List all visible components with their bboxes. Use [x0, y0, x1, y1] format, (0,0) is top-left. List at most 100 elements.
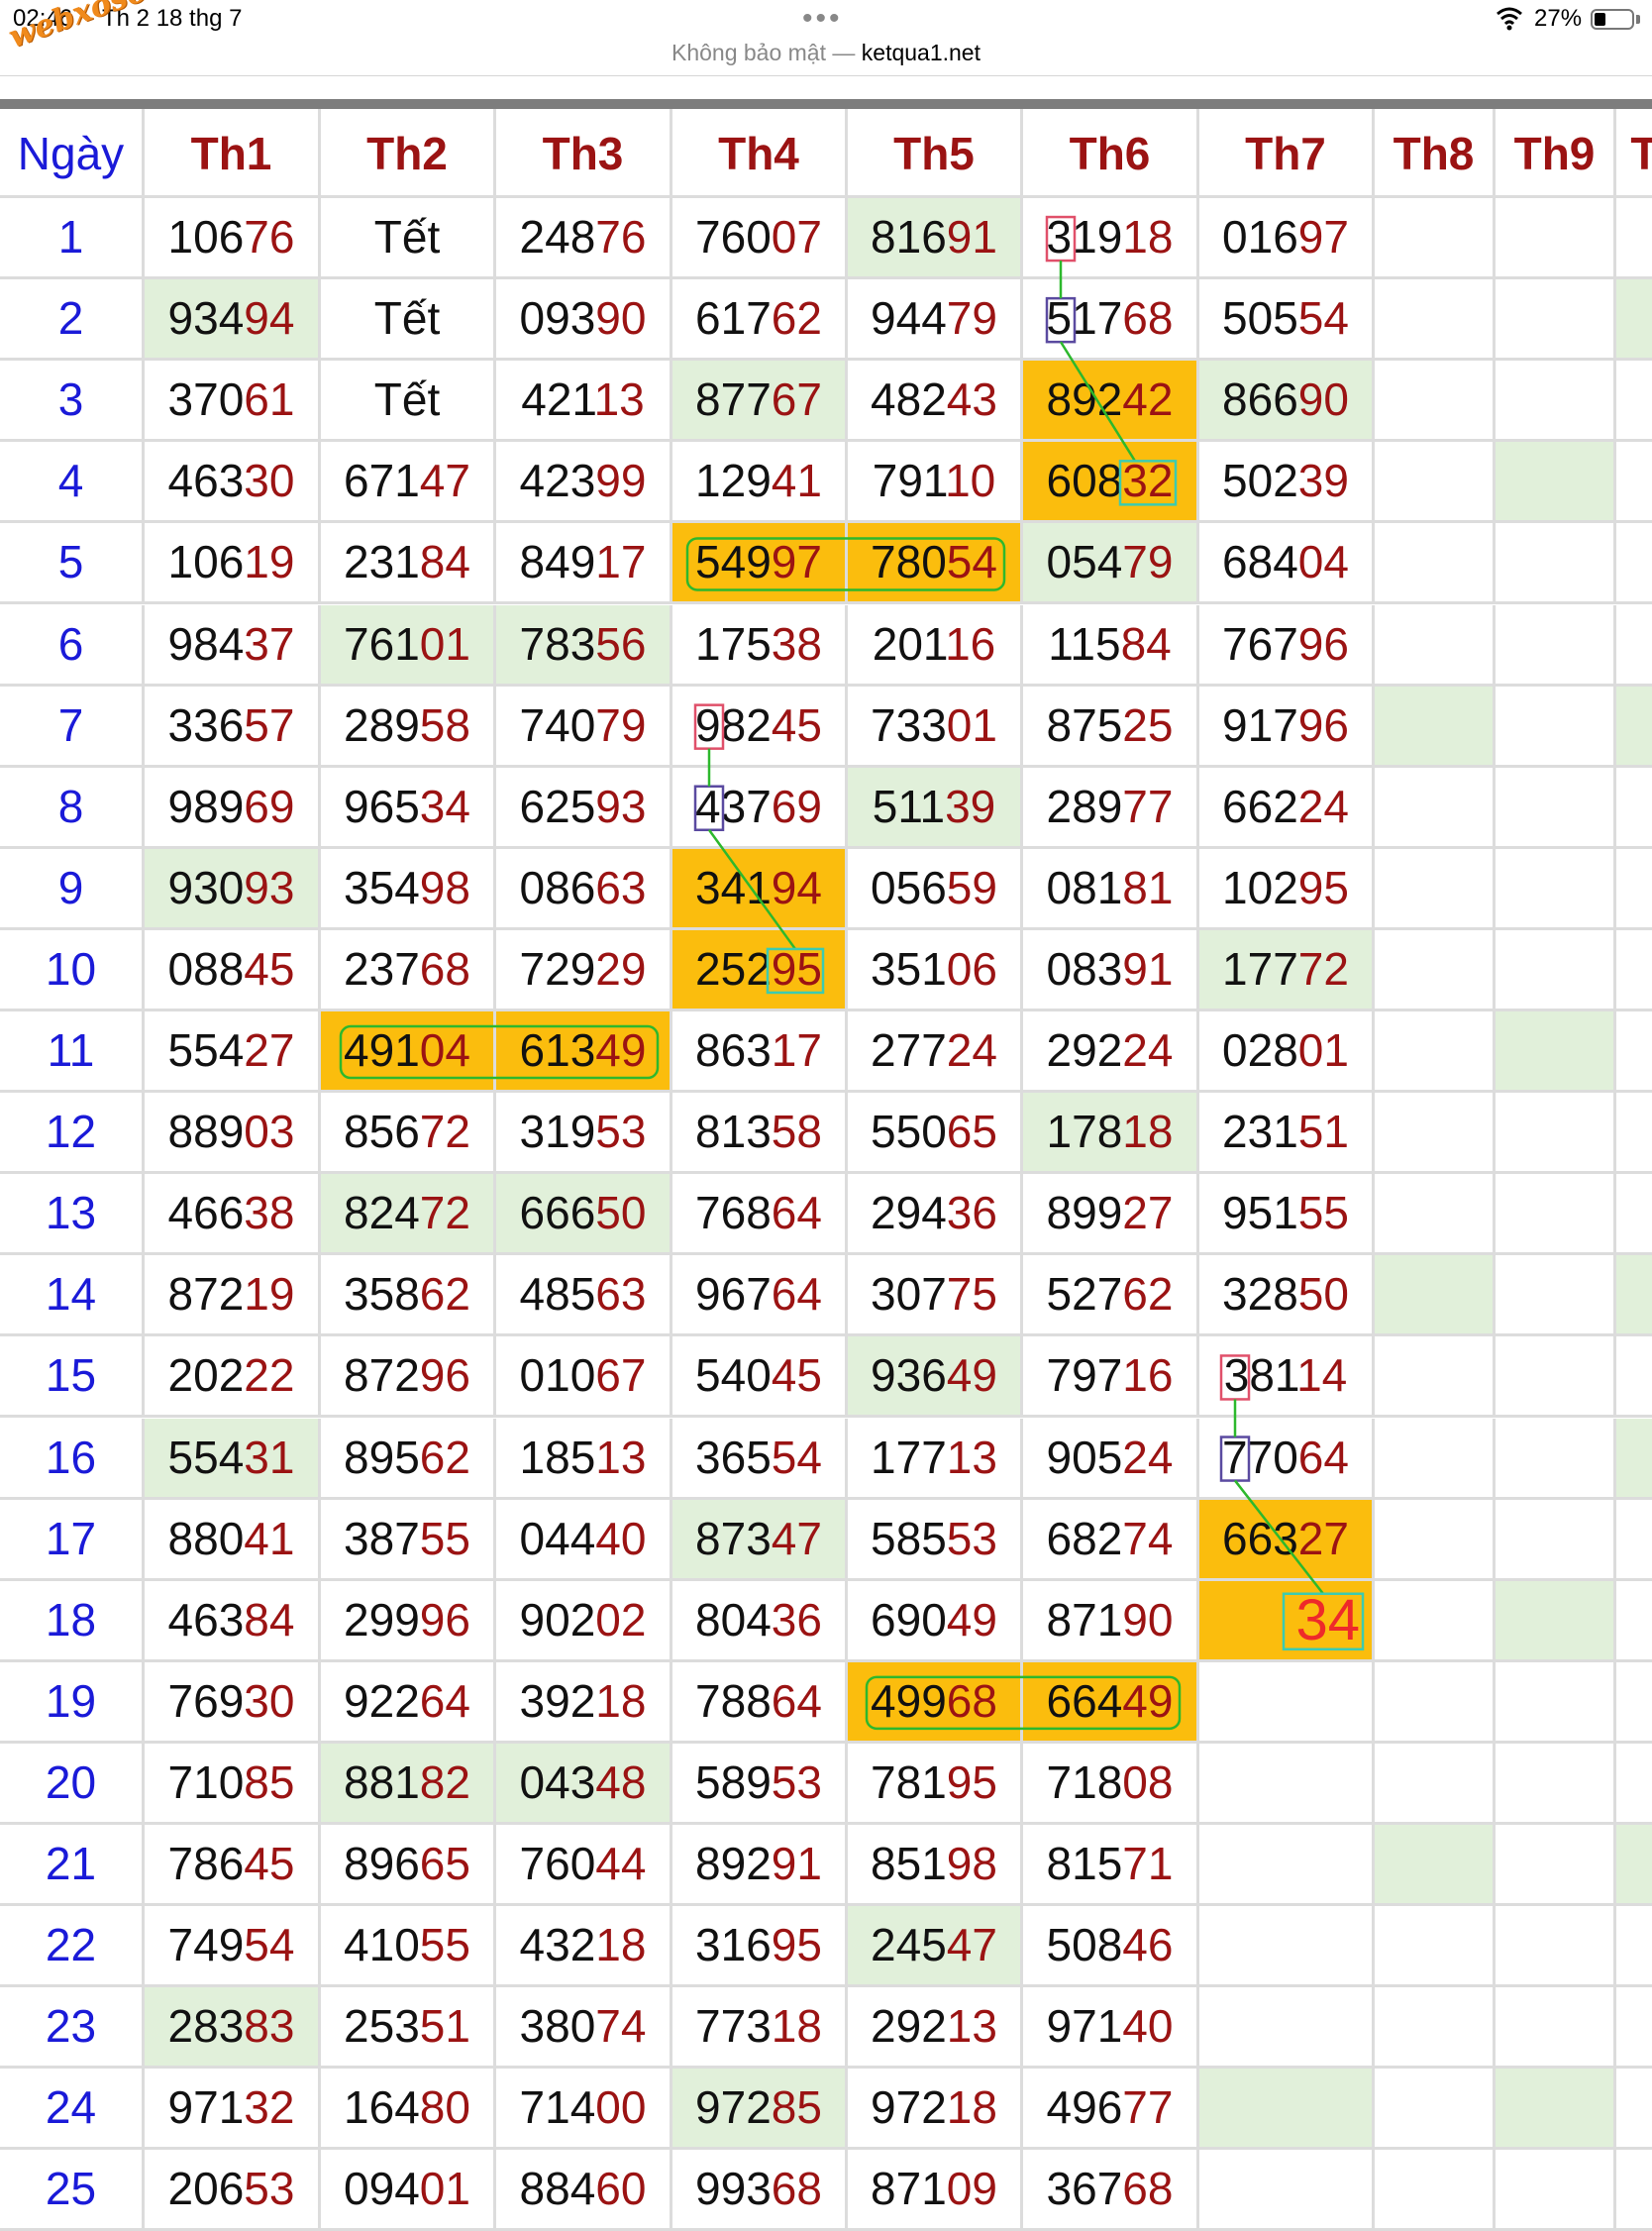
- result-cell[interactable]: 88460: [496, 2150, 672, 2231]
- result-cell[interactable]: 42399: [496, 442, 672, 524]
- result-cell[interactable]: 34: [1199, 1580, 1375, 1662]
- result-cell[interactable]: 48563: [496, 1255, 672, 1337]
- result-cell[interactable]: [1496, 1336, 1616, 1419]
- result-cell[interactable]: [1375, 1743, 1496, 1825]
- day-cell[interactable]: 24: [0, 2069, 145, 2151]
- day-cell[interactable]: 1: [0, 198, 145, 280]
- day-cell[interactable]: 22: [0, 1906, 145, 1988]
- day-cell[interactable]: 7: [0, 686, 145, 768]
- result-cell[interactable]: 93093: [145, 848, 321, 930]
- result-cell[interactable]: 89562: [321, 1418, 496, 1500]
- result-cell[interactable]: 71085: [145, 1743, 321, 1825]
- result-cell[interactable]: [1375, 1499, 1496, 1581]
- result-cell[interactable]: 38114: [1199, 1336, 1375, 1419]
- result-cell[interactable]: 78054: [848, 523, 1023, 605]
- result-cell[interactable]: 23184: [321, 523, 496, 605]
- result-cell[interactable]: 61762: [672, 279, 848, 362]
- result-cell[interactable]: 35498: [321, 848, 496, 930]
- result-cell[interactable]: [1616, 1255, 1652, 1337]
- result-cell[interactable]: [1375, 1418, 1496, 1500]
- day-cell[interactable]: 18: [0, 1580, 145, 1662]
- result-cell[interactable]: 17772: [1199, 929, 1375, 1011]
- day-cell[interactable]: 12: [0, 1093, 145, 1175]
- result-cell[interactable]: 24547: [848, 1906, 1023, 1988]
- result-cell[interactable]: [1616, 768, 1652, 849]
- result-cell[interactable]: 66327: [1199, 1499, 1375, 1581]
- result-cell[interactable]: [1375, 1987, 1496, 2070]
- result-cell[interactable]: [1616, 442, 1652, 524]
- day-cell[interactable]: 23: [0, 1987, 145, 2070]
- result-cell[interactable]: Tết: [321, 198, 496, 280]
- day-cell[interactable]: 6: [0, 604, 145, 687]
- result-cell[interactable]: 20653: [145, 2150, 321, 2231]
- result-cell[interactable]: 52762: [1023, 1255, 1199, 1337]
- result-cell[interactable]: 17818: [1023, 1093, 1199, 1175]
- result-cell[interactable]: 78864: [672, 1661, 848, 1744]
- result-cell[interactable]: [1616, 849, 1652, 930]
- result-cell[interactable]: 96534: [321, 767, 496, 849]
- result-cell[interactable]: [1616, 2069, 1652, 2151]
- result-cell[interactable]: 78645: [145, 1825, 321, 1907]
- result-cell[interactable]: 81358: [672, 1093, 848, 1175]
- result-cell[interactable]: [1616, 279, 1652, 362]
- result-cell[interactable]: [1496, 686, 1616, 768]
- result-cell[interactable]: 97132: [145, 2069, 321, 2151]
- result-cell[interactable]: 50554: [1199, 279, 1375, 362]
- result-cell[interactable]: [1199, 1743, 1375, 1825]
- result-cell[interactable]: 32850: [1199, 1255, 1375, 1337]
- day-cell[interactable]: 16: [0, 1418, 145, 1500]
- result-cell[interactable]: [1375, 361, 1496, 443]
- result-cell[interactable]: [1199, 1661, 1375, 1744]
- result-cell[interactable]: 91796: [1199, 686, 1375, 768]
- day-cell[interactable]: 25: [0, 2150, 145, 2231]
- result-cell[interactable]: 62593: [496, 767, 672, 849]
- result-cell[interactable]: [1199, 1906, 1375, 1988]
- day-cell[interactable]: 8: [0, 767, 145, 849]
- result-cell[interactable]: 60832: [1023, 442, 1199, 524]
- result-cell[interactable]: [1496, 279, 1616, 362]
- result-cell[interactable]: 10619: [145, 523, 321, 605]
- result-cell[interactable]: 35862: [321, 1255, 496, 1337]
- result-cell[interactable]: [1496, 1661, 1616, 1744]
- result-cell[interactable]: 78195: [848, 1743, 1023, 1825]
- result-cell[interactable]: [1375, 1825, 1496, 1907]
- result-cell[interactable]: 93494: [145, 279, 321, 362]
- result-cell[interactable]: [1199, 2150, 1375, 2231]
- result-cell[interactable]: [1199, 2069, 1375, 2151]
- result-cell[interactable]: 20222: [145, 1336, 321, 1419]
- result-cell[interactable]: [1616, 1744, 1652, 1825]
- result-cell[interactable]: 31695: [672, 1906, 848, 1988]
- result-cell[interactable]: 54997: [672, 523, 848, 605]
- result-cell[interactable]: [1375, 1906, 1496, 1988]
- result-cell[interactable]: 71808: [1023, 1743, 1199, 1825]
- result-cell[interactable]: 71400: [496, 2069, 672, 2151]
- result-cell[interactable]: 09390: [496, 279, 672, 362]
- result-cell[interactable]: [1375, 1580, 1496, 1662]
- result-cell[interactable]: 08391: [1023, 929, 1199, 1011]
- day-cell[interactable]: 5: [0, 523, 145, 605]
- result-cell[interactable]: 95155: [1199, 1174, 1375, 1256]
- result-cell[interactable]: [1496, 361, 1616, 443]
- result-cell[interactable]: 05479: [1023, 523, 1199, 605]
- result-cell[interactable]: 25351: [321, 1987, 496, 2070]
- result-cell[interactable]: 48243: [848, 361, 1023, 443]
- result-cell[interactable]: [1496, 1499, 1616, 1581]
- result-cell[interactable]: [1616, 198, 1652, 280]
- result-cell[interactable]: [1496, 1418, 1616, 1500]
- result-cell[interactable]: 49677: [1023, 2069, 1199, 2151]
- result-cell[interactable]: 74079: [496, 686, 672, 768]
- result-cell[interactable]: 34194: [672, 848, 848, 930]
- header-th5[interactable]: Th5: [848, 109, 1023, 198]
- result-cell[interactable]: 94479: [848, 279, 1023, 362]
- result-cell[interactable]: 90524: [1023, 1418, 1199, 1500]
- result-cell[interactable]: 73301: [848, 686, 1023, 768]
- result-cell[interactable]: 89927: [1023, 1174, 1199, 1256]
- header-ngay[interactable]: Ngày: [0, 109, 145, 198]
- result-cell[interactable]: 01067: [496, 1336, 672, 1419]
- result-cell[interactable]: 36554: [672, 1418, 848, 1500]
- result-cell[interactable]: 69049: [848, 1580, 1023, 1662]
- result-cell[interactable]: 51139: [848, 767, 1023, 849]
- result-cell[interactable]: [1616, 1987, 1652, 2070]
- result-cell[interactable]: 67147: [321, 442, 496, 524]
- day-cell[interactable]: 10: [0, 929, 145, 1011]
